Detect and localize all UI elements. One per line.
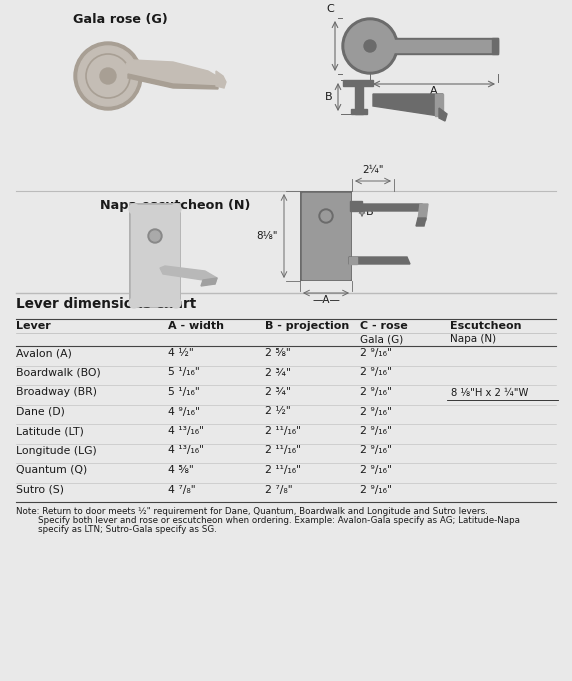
Polygon shape [128,74,218,89]
Text: B - projection: B - projection [265,321,349,331]
Text: Escutcheon: Escutcheon [450,321,522,331]
Text: 2 ½": 2 ½" [265,407,291,417]
Circle shape [171,204,181,214]
Text: Sutro (S): Sutro (S) [16,484,64,494]
Text: —A—: —A— [312,295,340,305]
Text: Napa (N): Napa (N) [450,334,496,344]
Polygon shape [373,94,443,116]
Text: Avalon (A): Avalon (A) [16,348,72,358]
Text: 8⅛": 8⅛" [256,231,278,241]
Text: Longitude (LG): Longitude (LG) [16,445,97,456]
Text: 4 ¹³/₁₆": 4 ¹³/₁₆" [168,445,204,456]
Text: C - rose: C - rose [360,321,408,331]
Text: 2 ⁷/₈": 2 ⁷/₈" [265,484,293,494]
Bar [492,38,498,54]
Circle shape [129,204,139,214]
Polygon shape [416,218,426,226]
Text: B: B [366,207,374,217]
Text: 4 ⅝": 4 ⅝" [168,465,194,475]
Circle shape [129,298,139,308]
Text: C: C [326,4,334,14]
Text: 2 ¾": 2 ¾" [265,368,291,377]
Text: Boardwalk (BO): Boardwalk (BO) [16,368,101,377]
Text: 2 ¹¹/₁₆": 2 ¹¹/₁₆" [265,426,301,436]
Text: 8 ⅛"H x 2 ¼"W: 8 ⅛"H x 2 ¼"W [451,387,529,398]
Text: 2 ⅝": 2 ⅝" [265,348,291,358]
Bar [393,38,498,54]
Text: 2¼": 2¼" [362,165,384,175]
Polygon shape [126,60,220,86]
Text: A - width: A - width [168,321,224,331]
Bar [131,205,179,306]
Bar [355,86,363,114]
Polygon shape [360,204,427,211]
Text: B: B [325,92,333,102]
Polygon shape [160,266,217,284]
Text: 2 ¹¹/₁₆": 2 ¹¹/₁₆" [265,465,301,475]
Text: A: A [430,86,438,96]
Bar [343,80,373,86]
Text: 4 ⁷/₈": 4 ⁷/₈" [168,484,196,494]
Text: 2 ⁹/₁₆": 2 ⁹/₁₆" [360,368,392,377]
Text: Lever: Lever [16,321,51,331]
Text: 5 ¹/₁₆": 5 ¹/₁₆" [168,387,200,397]
Text: 4 ⁹/₁₆": 4 ⁹/₁₆" [168,407,200,417]
Text: 2 ⁹/₁₆": 2 ⁹/₁₆" [360,407,392,417]
Text: specify as LTN; Sutro-Gala specify as SG.: specify as LTN; Sutro-Gala specify as SG… [16,525,217,534]
Text: 2 ⁹/₁₆": 2 ⁹/₁₆" [360,426,392,436]
Circle shape [364,40,376,52]
Text: 2 ⁹/₁₆": 2 ⁹/₁₆" [360,387,392,397]
Circle shape [150,231,160,241]
Text: 2 ⁹/₁₆": 2 ⁹/₁₆" [360,465,392,475]
Text: Gala (G): Gala (G) [360,334,403,344]
Circle shape [171,298,181,308]
Text: 2 ⁹/₁₆": 2 ⁹/₁₆" [360,348,392,358]
Text: Specify both lever and rose or escutcheon when ordering. Example: Avalon-Gala sp: Specify both lever and rose or escutcheo… [16,516,520,525]
Bar [351,109,367,114]
Text: 5 ¹/₁₆": 5 ¹/₁₆" [168,368,200,377]
Text: Quantum (Q): Quantum (Q) [16,465,88,475]
Text: 2 ⁹/₁₆": 2 ⁹/₁₆" [360,484,392,494]
Polygon shape [418,204,428,220]
Text: 4 ½": 4 ½" [168,348,194,358]
Circle shape [74,42,142,110]
Text: Broadway (BR): Broadway (BR) [16,387,97,397]
Circle shape [148,229,162,243]
Text: Lever dimensions chart: Lever dimensions chart [16,297,196,311]
Polygon shape [216,71,226,88]
Text: 4 ¹³/₁₆": 4 ¹³/₁₆" [168,426,204,436]
Polygon shape [435,94,443,116]
Bar [350,201,362,211]
Text: 2 ⁹/₁₆": 2 ⁹/₁₆" [360,445,392,456]
Polygon shape [439,108,447,121]
Text: Dane (D): Dane (D) [16,407,65,417]
Bar [393,40,498,52]
Bar [349,257,357,264]
Text: 2 ¾": 2 ¾" [265,387,291,397]
Polygon shape [201,278,217,286]
Bar [300,191,352,281]
Text: Latitude (LT): Latitude (LT) [16,426,84,436]
Circle shape [321,211,331,221]
Circle shape [345,21,395,71]
Circle shape [342,18,398,74]
Circle shape [78,46,138,106]
Bar [302,193,350,279]
Text: 2 ¹¹/₁₆": 2 ¹¹/₁₆" [265,445,301,456]
Text: Gala rose (G): Gala rose (G) [73,13,168,26]
Text: Napa escutcheon (N): Napa escutcheon (N) [100,199,250,212]
Bar [129,203,181,308]
Polygon shape [349,257,410,264]
Circle shape [319,209,333,223]
Circle shape [100,68,116,84]
Text: Note: Return to door meets ½" requirement for Dane, Quantum, Boardwalk and Longi: Note: Return to door meets ½" requiremen… [16,507,488,516]
